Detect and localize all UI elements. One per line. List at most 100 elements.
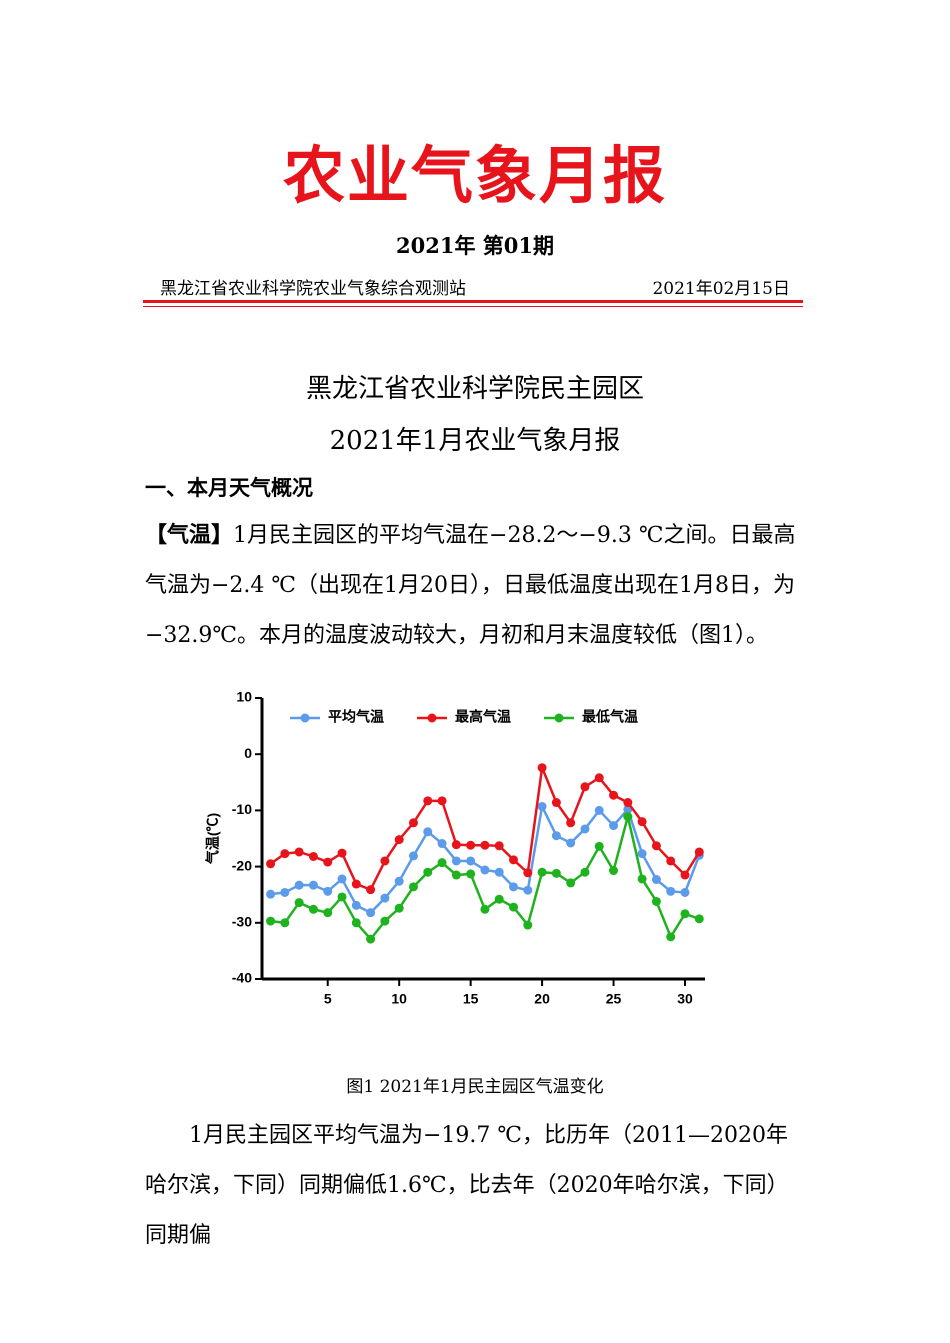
point [423,827,433,837]
point [394,903,404,913]
point [637,849,647,859]
point [366,908,376,918]
point [609,821,619,831]
point [494,841,504,851]
point [394,835,404,845]
point [523,868,533,878]
point [680,909,690,919]
point [351,879,361,889]
point [566,818,576,828]
point [580,867,590,877]
legend-marker [554,713,564,723]
x-tick-label: 15 [463,991,479,1007]
legend-marker [427,713,437,723]
point [480,904,490,914]
point [651,841,661,851]
text: 1月民主园区的平均气温在−28.2～−9.3 ℃之间。日最高气温为−2.4 ℃（… [145,523,796,648]
paragraph: 【气温】1月民主园区的平均气温在−28.2～−9.3 ℃之间。日最高气温为−2.… [145,510,805,661]
point [694,847,704,857]
point [437,858,447,868]
point [294,898,304,908]
point [666,932,676,942]
y-tick-label: -40 [232,970,252,986]
point [266,916,276,926]
point [380,856,390,866]
y-tick-label: -30 [232,914,252,930]
point [437,796,447,806]
x-tick-label: 10 [391,991,407,1007]
legend-label: 最高气温 [455,709,511,725]
point [423,796,433,806]
point [294,880,304,890]
point [637,874,647,884]
point [451,856,461,866]
organization: 黑龙江省农业科学院农业气象综合观测站 [160,279,466,299]
point [623,812,633,822]
point [337,848,347,858]
point [509,902,519,912]
point [551,868,561,878]
paragraph: 1月民主园区平均气温为−19.7 ℃，比历年（2011—2020年哈尔滨，下同）… [145,1123,789,1248]
point [437,839,447,849]
heading: 黑龙江省农业科学院民主园区 [305,374,644,404]
point [266,889,276,899]
point [651,896,661,906]
point [509,882,519,892]
report-title: 农业气象月报 [282,139,667,212]
point [280,849,290,859]
point [509,855,519,865]
point [366,934,376,944]
point [280,887,290,897]
point [323,908,333,918]
point [566,878,576,888]
point [537,867,547,877]
point [566,838,576,848]
point [408,882,418,892]
point [294,847,304,857]
point [466,840,476,850]
y-tick-label: -10 [232,801,252,817]
point [580,782,590,792]
x-tick-label: 20 [534,991,550,1007]
y-tick-label: 10 [236,689,252,705]
point [666,886,676,896]
point [451,870,461,880]
point [537,763,547,773]
point [594,841,604,851]
point [494,894,504,904]
point [337,892,347,902]
point [394,876,404,886]
chart: 10 0 -10 -20 -30 -40 5 10 15 20 25 30 气温(℃) 平均气温 最高气温 最… [205,689,705,1007]
point [666,856,676,866]
point [680,887,690,897]
point [423,867,433,877]
point [266,859,276,869]
point [551,798,561,808]
point [308,880,318,890]
point [351,918,361,928]
point [694,914,704,924]
rule [143,300,803,303]
y-tick-label: 0 [244,745,252,761]
point [466,869,476,879]
rule [143,306,803,307]
point [623,798,633,808]
point [651,875,661,885]
label: 【气温】 [145,522,234,548]
x-tick-label: 25 [606,991,622,1007]
x-tick-label: 5 [324,991,332,1007]
point [480,865,490,875]
point [609,866,619,876]
point [594,805,604,815]
y-axis-label: 气温(℃) [205,813,221,865]
point [594,773,604,783]
y-tick-label: -20 [232,857,252,873]
point [308,851,318,861]
point [380,916,390,926]
point [680,870,690,880]
figure-caption: 图1 2021年1月民主园区气温变化 [346,1077,604,1097]
issue: 2021年 第01期 [396,233,554,258]
series-line [270,802,701,915]
point [637,817,647,827]
